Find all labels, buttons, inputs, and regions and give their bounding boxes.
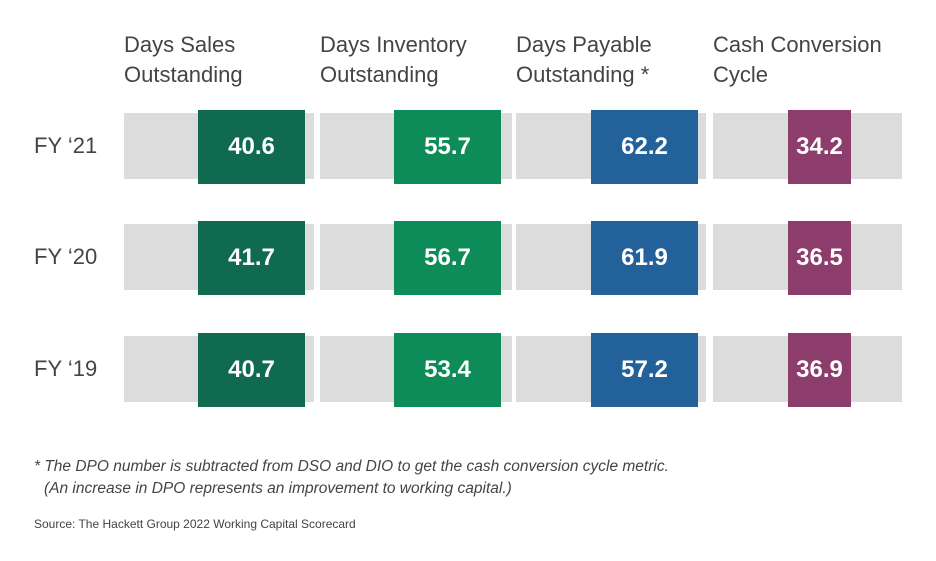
- value-fy19-dso: 40.7: [198, 333, 305, 407]
- column-header-dso: Days Sales Outstanding: [124, 30, 314, 90]
- column-header-line-2: Outstanding *: [516, 62, 650, 87]
- value-fy20-ccc: 36.5: [788, 221, 851, 295]
- value-fy21-dio: 55.7: [394, 110, 501, 184]
- value-fy21-dso: 40.6: [198, 110, 305, 184]
- column-header-dio: Days Inventory Outstanding: [320, 30, 510, 90]
- value-fy20-dio: 56.7: [394, 221, 501, 295]
- row-label-fy21: FY ‘21: [34, 133, 98, 158]
- value-fy21-dpo: 62.2: [591, 110, 698, 184]
- column-header-line-1: Cash Conversion: [713, 32, 882, 57]
- column-header-line-1: Days Payable: [516, 32, 652, 57]
- row-label-fy19: FY ‘19: [34, 356, 98, 381]
- value-fy21-ccc: 34.2: [788, 110, 851, 184]
- column-header-line-1: Days Inventory: [320, 32, 467, 57]
- row-label-fy20: FY ‘20: [34, 244, 98, 269]
- footnote-line-1: * The DPO number is subtracted from DSO …: [34, 458, 669, 475]
- column-header-line-1: Days Sales: [124, 32, 236, 57]
- column-header-line-2: Outstanding: [124, 62, 243, 87]
- value-fy19-dio: 53.4: [394, 333, 501, 407]
- footnote-line-2: (An increase in DPO represents an improv…: [44, 480, 512, 497]
- column-header-ccc: Cash Conversion Cycle: [713, 30, 903, 90]
- column-header-dpo: Days Payable Outstanding *: [516, 30, 706, 90]
- column-header-line-2: Outstanding: [320, 62, 439, 87]
- value-fy20-dso: 41.7: [198, 221, 305, 295]
- value-fy19-ccc: 36.9: [788, 333, 851, 407]
- value-fy19-dpo: 57.2: [591, 333, 698, 407]
- column-header-line-2: Cycle: [713, 62, 769, 87]
- footnote: * The DPO number is subtracted from DSO …: [34, 456, 669, 500]
- value-fy20-dpo: 61.9: [591, 221, 698, 295]
- source-note: Source: The Hackett Group 2022 Working C…: [34, 517, 356, 531]
